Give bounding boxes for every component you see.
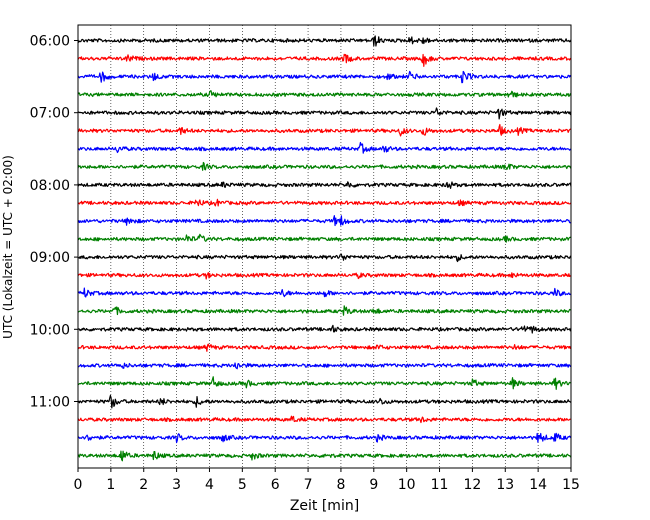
trace-0945 — [77, 305, 572, 316]
x-tick-label: 9 — [369, 477, 378, 493]
trace-1100 — [77, 394, 572, 409]
y-tick-label: 11:00 — [30, 395, 70, 411]
trace-0715 — [77, 123, 572, 137]
x-tick-label: 10 — [398, 477, 416, 493]
x-tick-label: 3 — [172, 477, 181, 493]
trace-lines — [77, 35, 572, 462]
x-tick-label: 5 — [238, 477, 247, 493]
x-axis-label: Zeit [min] — [290, 498, 359, 514]
y-axis-label: UTC (Lokalzeit = UTC + 02:00) — [1, 155, 15, 339]
y-tick-label: 10:00 — [30, 322, 70, 338]
y-tick-label: 09:00 — [30, 250, 70, 266]
trace-1045 — [77, 376, 572, 390]
x-tick-label: 12 — [463, 477, 481, 493]
x-tick-label: 8 — [336, 477, 345, 493]
trace-1030 — [77, 362, 572, 370]
trace-0615 — [77, 53, 572, 67]
x-axis-ticks: 0 1 2 3 4 5 6 7 8 9 10 11 12 13 14 15 — [74, 468, 580, 493]
y-tick-label: 07:00 — [30, 106, 70, 122]
trace-0830 — [77, 215, 572, 227]
trace-0730 — [77, 141, 572, 154]
x-tick-label: 1 — [106, 477, 115, 493]
x-tick-label: 7 — [304, 477, 313, 493]
y-axis-ticks: 06:00 07:00 08:00 09:00 10:00 11:00 — [30, 34, 78, 411]
trace-0645 — [77, 90, 572, 98]
trace-0600 — [77, 35, 572, 47]
trace-1015 — [77, 343, 572, 352]
x-tick-label: 4 — [205, 477, 214, 493]
trace-0700 — [77, 107, 572, 120]
x-tick-label: 6 — [271, 477, 280, 493]
trace-1130 — [77, 432, 572, 444]
trace-1145 — [77, 450, 572, 462]
trace-0815 — [77, 198, 572, 207]
x-tick-label: 0 — [74, 477, 83, 493]
trace-0800 — [77, 181, 572, 189]
x-tick-label: 2 — [139, 477, 148, 493]
y-tick-label: 08:00 — [30, 178, 70, 194]
x-tick-label: 14 — [529, 477, 547, 493]
trace-0930 — [77, 287, 572, 298]
trace-1000 — [77, 324, 572, 334]
x-tick-label: 15 — [562, 477, 580, 493]
trace-0845 — [77, 233, 572, 243]
grid-lines — [110, 25, 539, 468]
trace-0900 — [77, 253, 572, 263]
trace-0915 — [77, 272, 572, 280]
trace-1115 — [77, 415, 572, 424]
y-tick-label: 06:00 — [30, 34, 70, 50]
plot-frame — [77, 24, 572, 469]
x-tick-label: 11 — [431, 477, 449, 493]
trace-0745 — [77, 161, 572, 171]
trace-0630 — [77, 70, 572, 84]
x-tick-label: 13 — [496, 477, 514, 493]
